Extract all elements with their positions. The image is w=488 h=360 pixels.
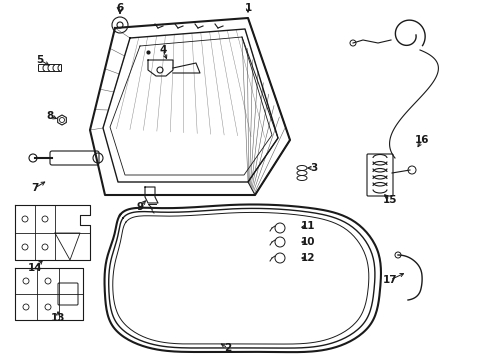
Text: 10: 10 bbox=[300, 237, 315, 247]
Text: 9: 9 bbox=[136, 202, 143, 212]
Text: 5: 5 bbox=[36, 55, 43, 65]
Text: 13: 13 bbox=[51, 313, 65, 323]
Text: 2: 2 bbox=[224, 343, 231, 353]
Text: 14: 14 bbox=[28, 263, 42, 273]
Text: 1: 1 bbox=[244, 3, 251, 13]
Text: 7: 7 bbox=[31, 183, 39, 193]
Text: 17: 17 bbox=[382, 275, 397, 285]
Text: 11: 11 bbox=[300, 221, 315, 231]
Text: 4: 4 bbox=[159, 45, 166, 55]
Text: 6: 6 bbox=[116, 3, 123, 13]
Text: 8: 8 bbox=[46, 111, 54, 121]
Text: 16: 16 bbox=[414, 135, 428, 145]
Text: 12: 12 bbox=[300, 253, 315, 263]
Text: 3: 3 bbox=[310, 163, 317, 173]
Text: 15: 15 bbox=[382, 195, 396, 205]
